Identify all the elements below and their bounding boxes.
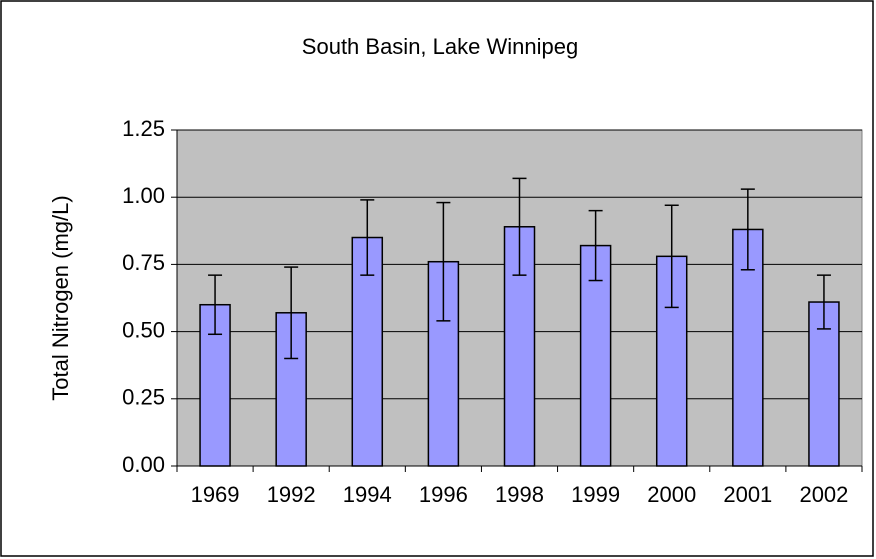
error-bar	[816, 274, 831, 330]
error-bar	[436, 201, 451, 322]
y-tick-label: 0.00	[122, 452, 165, 477]
error-bar	[208, 274, 223, 336]
y-tick-label: 0.75	[122, 250, 165, 275]
chart-title: South Basin, Lake Winnipeg	[302, 34, 578, 59]
error-bar	[588, 209, 603, 282]
x-tick-label: 1996	[419, 482, 468, 507]
x-tick-label: 1992	[267, 482, 316, 507]
x-tick-label: 2001	[723, 482, 772, 507]
y-axis-label: Total Nitrogen (mg/L)	[48, 195, 73, 400]
y-tick-label: 0.50	[122, 317, 165, 342]
error-bar	[664, 204, 679, 309]
x-tick-label: 1994	[343, 482, 392, 507]
y-tick-label: 1.25	[122, 116, 165, 141]
error-bar	[284, 266, 299, 360]
x-tick-label: 1969	[191, 482, 240, 507]
error-bar	[360, 199, 375, 276]
x-tick-label: 1998	[495, 482, 544, 507]
error-bar	[740, 188, 755, 271]
x-tick-label: 2000	[647, 482, 696, 507]
x-tick-label: 1999	[571, 482, 620, 507]
error-bar	[512, 177, 527, 276]
bar	[351, 236, 384, 467]
y-tick-label: 0.25	[122, 385, 165, 410]
y-tick-label: 1.00	[122, 183, 165, 208]
bar	[579, 244, 612, 467]
x-tick-label: 2002	[799, 482, 848, 507]
